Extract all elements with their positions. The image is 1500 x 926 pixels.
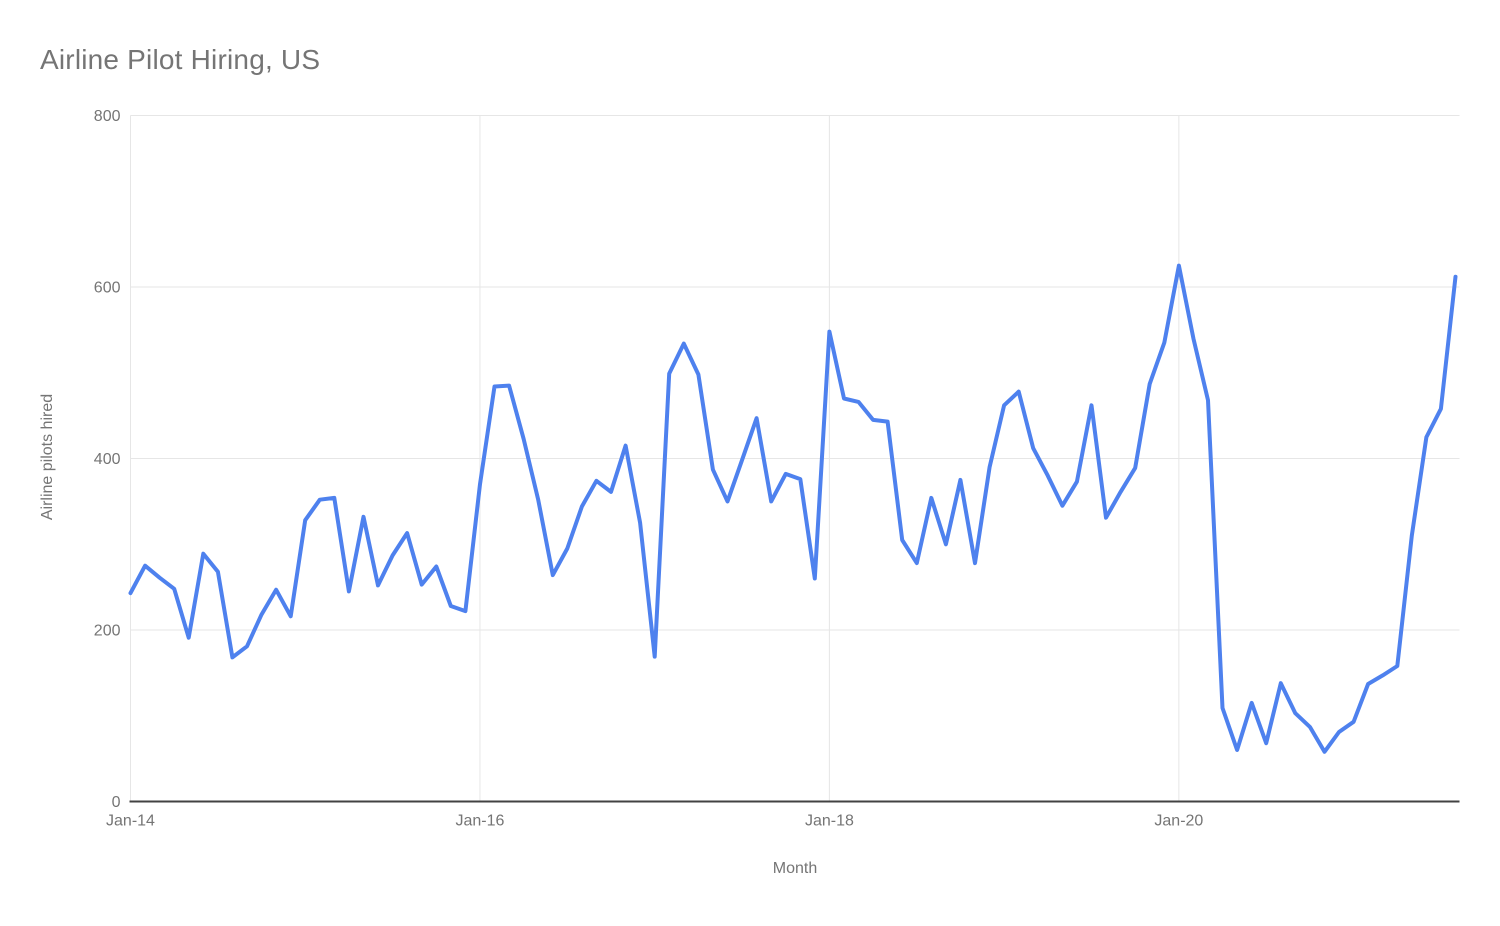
- data-series-line: [128, 263, 1458, 754]
- x-tick-label: Jan-20: [1154, 813, 1203, 830]
- y-tick-label: 600: [94, 280, 121, 297]
- chart-title: Airline Pilot Hiring, US: [40, 44, 321, 75]
- y-tick-label: 0: [112, 794, 121, 811]
- x-axis-title: Month: [772, 860, 818, 877]
- y-tick-label: 800: [94, 108, 121, 125]
- y-tick-label: 400: [94, 451, 121, 468]
- x-tick-label: Jan-18: [805, 813, 854, 830]
- x-tick-label: Jan-16: [455, 813, 504, 830]
- x-tick-label: Jan-14: [106, 813, 155, 830]
- y-tick-label: 200: [94, 623, 121, 640]
